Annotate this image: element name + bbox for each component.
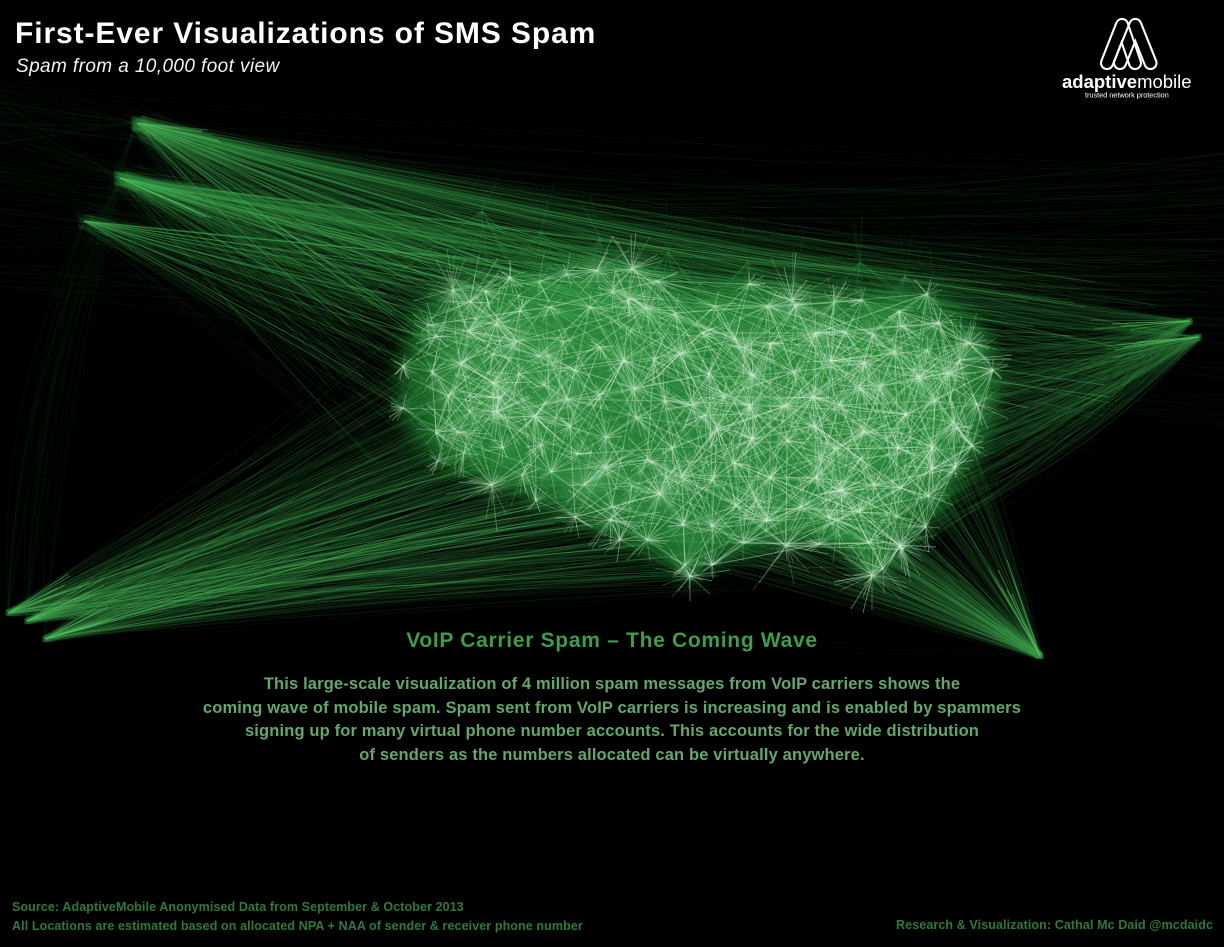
- svg-text:adaptivemobile: adaptivemobile: [1062, 71, 1192, 92]
- svg-text:trusted network protection: trusted network protection: [1085, 91, 1169, 100]
